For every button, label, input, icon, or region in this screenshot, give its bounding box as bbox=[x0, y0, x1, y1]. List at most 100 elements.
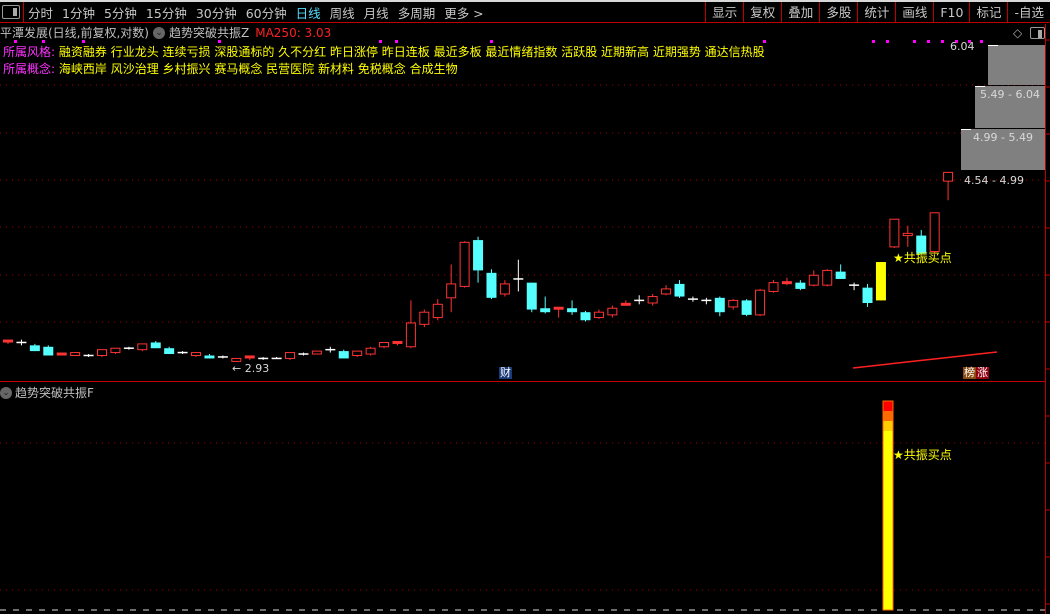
right-toolbar: 显示 复权 叠加 多股 统计 画线 F10 标记 -自选 bbox=[705, 2, 1050, 23]
candle-body bbox=[540, 308, 551, 313]
event-marker[interactable] bbox=[218, 40, 221, 43]
candle-body bbox=[137, 343, 148, 351]
period-tab[interactable]: 日线 bbox=[295, 5, 321, 21]
signal-bar bbox=[883, 411, 893, 421]
toolbar-button[interactable]: -自选 bbox=[1007, 2, 1050, 23]
candle-body bbox=[338, 351, 349, 359]
toolbar-button[interactable]: 标记 bbox=[969, 2, 1007, 23]
event-marker[interactable] bbox=[395, 40, 398, 43]
candle-body bbox=[499, 283, 510, 295]
candle-body bbox=[446, 283, 457, 299]
event-marker[interactable] bbox=[941, 40, 944, 43]
price-range-box bbox=[988, 45, 1045, 85]
event-marker[interactable] bbox=[955, 40, 958, 43]
candle-body bbox=[835, 271, 846, 279]
panel-divider[interactable] bbox=[0, 381, 1045, 382]
lower-panel-header: ⌄ 趋势突破共振F bbox=[0, 384, 94, 401]
event-marker[interactable] bbox=[42, 40, 45, 43]
period-tab[interactable]: 30分钟 bbox=[195, 5, 237, 21]
style-values[interactable]: 融资融券 行业龙头 连续亏损 深股通标的 久不分红 昨日涨停 昨日连板 最近多板… bbox=[58, 45, 765, 59]
finance-badge[interactable]: 财 bbox=[499, 366, 512, 379]
candle-body bbox=[432, 303, 443, 319]
event-marker[interactable] bbox=[913, 40, 916, 43]
period-tab[interactable]: 1分钟 bbox=[62, 5, 95, 21]
price-range-box: 5.49 - 6.04 bbox=[975, 86, 1045, 128]
event-marker[interactable] bbox=[82, 40, 85, 43]
lower-indicator-name[interactable]: 趋势突破共振F bbox=[15, 386, 94, 400]
toolbar-button[interactable]: 复权 bbox=[743, 2, 781, 23]
candle-body bbox=[204, 355, 215, 359]
signal-bar bbox=[883, 431, 893, 610]
event-marker[interactable] bbox=[763, 40, 766, 43]
candle-body bbox=[795, 282, 806, 289]
candle-body bbox=[231, 357, 242, 362]
candle-body bbox=[486, 272, 497, 298]
toolbar-button[interactable]: 显示 bbox=[705, 2, 743, 23]
candle-body bbox=[674, 283, 685, 297]
price-axis bbox=[1045, 24, 1046, 614]
toolbar-button[interactable]: 多股 bbox=[819, 2, 857, 23]
signal-label: ★共振买点 bbox=[893, 251, 952, 265]
diamond-icon[interactable]: ◇ bbox=[1013, 26, 1023, 40]
style-tags: 所属风格: 融资融券 行业龙头 连续亏损 深股通标的 久不分红 昨日涨停 昨日连… bbox=[3, 43, 765, 60]
candle-body bbox=[862, 287, 873, 303]
style-label: 所属风格: bbox=[3, 45, 56, 59]
period-tab[interactable]: 60分钟 bbox=[245, 5, 287, 21]
concept-label: 所属概念: bbox=[3, 62, 56, 76]
event-marker[interactable] bbox=[927, 40, 930, 43]
candle-body bbox=[929, 212, 940, 252]
concept-tags: 所属概念: 海峡西岸 风沙治理 乡村振兴 赛马概念 民营医院 新材料 免税概念 … bbox=[3, 60, 458, 77]
candle-body bbox=[741, 300, 752, 315]
period-tab[interactable]: 分时 bbox=[28, 5, 54, 21]
indicator-dropdown-icon[interactable]: ⌄ bbox=[0, 386, 12, 399]
event-marker[interactable] bbox=[872, 40, 875, 43]
candle-body bbox=[889, 218, 900, 248]
event-marker[interactable] bbox=[886, 40, 889, 43]
rank-badge[interactable]: 榜 bbox=[963, 366, 976, 379]
signal-bar bbox=[883, 401, 893, 411]
indicator-name[interactable]: 趋势突破共振Z bbox=[169, 26, 250, 40]
period-tab[interactable]: 更多 > bbox=[444, 5, 484, 21]
panel-toggle-icon[interactable] bbox=[1030, 27, 1045, 39]
event-marker[interactable] bbox=[490, 40, 493, 43]
ma250-value: MA250: 3.03 bbox=[255, 25, 332, 40]
candle-body bbox=[768, 282, 779, 292]
rise-badge[interactable]: 涨 bbox=[976, 366, 989, 379]
signal-bar bbox=[883, 421, 893, 431]
period-tab[interactable]: 5分钟 bbox=[103, 5, 137, 21]
candle-body bbox=[43, 346, 54, 356]
event-marker[interactable] bbox=[14, 40, 17, 43]
candle-body bbox=[943, 171, 954, 182]
candle-body bbox=[29, 345, 40, 352]
panel-toggle-icon[interactable] bbox=[2, 5, 20, 19]
toolbar-button[interactable]: F10 bbox=[933, 2, 969, 23]
candle-body bbox=[70, 352, 81, 356]
candle-body bbox=[97, 349, 108, 356]
candle-body bbox=[755, 289, 766, 316]
concept-values[interactable]: 海峡西岸 风沙治理 乡村振兴 赛马概念 民营医院 新材料 免税概念 合成生物 bbox=[58, 62, 458, 76]
period-tab[interactable]: 15分钟 bbox=[145, 5, 187, 21]
indicator-dropdown-icon[interactable]: ⌄ bbox=[153, 26, 165, 39]
toolbar-button[interactable]: 统计 bbox=[857, 2, 895, 23]
signal-bar-outline bbox=[882, 400, 894, 611]
candle-body bbox=[714, 297, 725, 313]
event-marker[interactable] bbox=[980, 40, 983, 43]
period-toolbar: 分时 1分钟 5分钟 15分钟 30分钟 60分钟 日线 周线 月线 多周期 更多 > 显示 复权 叠加… bbox=[0, 2, 1050, 23]
event-marker[interactable] bbox=[379, 40, 382, 43]
period-tab[interactable]: 月线 bbox=[363, 5, 389, 21]
lower-signal-label: ★共振买点 bbox=[893, 448, 952, 462]
toolbar-button[interactable]: 叠加 bbox=[781, 2, 819, 23]
event-marker[interactable] bbox=[968, 40, 971, 43]
candle-body bbox=[647, 296, 658, 304]
period-tab[interactable]: 周线 bbox=[329, 5, 355, 21]
candle-body bbox=[526, 282, 537, 310]
period-tab[interactable]: 多周期 bbox=[397, 5, 436, 21]
candle-body bbox=[607, 307, 618, 316]
candle-body bbox=[661, 288, 672, 295]
candle-body bbox=[419, 311, 430, 325]
toolbar-button[interactable]: 画线 bbox=[895, 2, 933, 23]
candle-body bbox=[405, 322, 416, 348]
window-top-border bbox=[0, 0, 1050, 2]
divider bbox=[23, 2, 24, 22]
